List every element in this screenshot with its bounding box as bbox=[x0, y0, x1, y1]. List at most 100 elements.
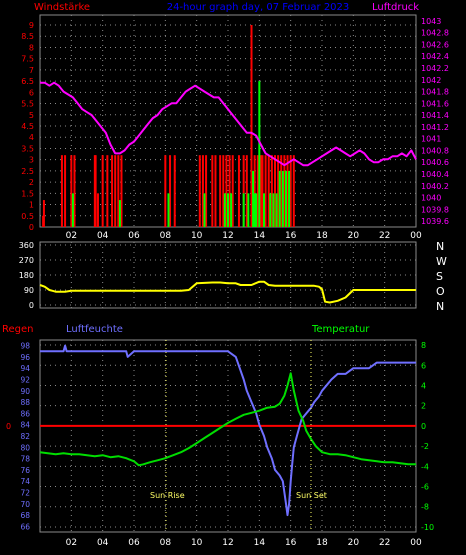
gust-bar bbox=[203, 193, 206, 227]
pressure-tick-label: 1041 bbox=[421, 135, 441, 144]
x-tick-label: 00 bbox=[410, 538, 422, 548]
pressure-tick-label: 1043 bbox=[421, 17, 441, 26]
gust-bar bbox=[227, 193, 229, 227]
wind-bar bbox=[164, 155, 167, 227]
pressure-tick-label: 1042.4 bbox=[421, 52, 449, 61]
wind-bar bbox=[222, 155, 225, 227]
wind-bar bbox=[173, 155, 176, 227]
wind-bar bbox=[256, 155, 259, 227]
pressure-tick-label: 1041.4 bbox=[421, 111, 449, 120]
wind-bar bbox=[245, 155, 248, 227]
temperature-tick-label: -10 bbox=[421, 523, 434, 532]
x-tick-label: 12 bbox=[222, 538, 233, 548]
wind-bar bbox=[270, 155, 273, 227]
wind-bar bbox=[205, 155, 208, 227]
wind-direction-grid bbox=[40, 242, 417, 308]
wind-tick-label: 4 bbox=[29, 133, 34, 142]
wind-tick-label: 7.5 bbox=[21, 55, 34, 64]
humidity-tick-label: 86 bbox=[20, 409, 30, 418]
direction-tick-label: 0 bbox=[29, 301, 34, 310]
temperature-tick-label: 0 bbox=[421, 422, 426, 431]
gust-bar bbox=[272, 193, 275, 227]
x-tick-label: 20 bbox=[348, 231, 360, 241]
wind-bar bbox=[250, 25, 253, 227]
wind-bar bbox=[267, 155, 270, 227]
wind-bar bbox=[231, 155, 234, 227]
pressure-axis-ticks: 1043 1042.8 1042.6 1042.4 1042.2 1042 1041.8 10… bbox=[421, 17, 449, 226]
pressure-series bbox=[40, 81, 417, 167]
wind-tick-label: 5 bbox=[29, 111, 34, 120]
wind-pressure-panel: 9 8.5 8 7.5 7 6.5 6 5.5 5 4.5 4 3.5 3 2.5 2 1.5 1 0.5 0 10… bbox=[21, 14, 449, 241]
wind-tick-label: 9 bbox=[29, 21, 34, 30]
wind-bar bbox=[277, 155, 280, 227]
humidity-tick-label: 70 bbox=[20, 500, 30, 509]
wind-tick-label: 2.5 bbox=[21, 167, 34, 176]
temperature-tick-label: 6 bbox=[421, 361, 426, 370]
pressure-tick-label: 1040.4 bbox=[421, 170, 449, 179]
pressure-tick-label: 1040 bbox=[421, 194, 441, 203]
x-tick-label: 22 bbox=[379, 538, 390, 548]
x-tick-label: 08 bbox=[160, 538, 172, 548]
x-tick-label: 16 bbox=[285, 231, 297, 241]
wind-bar bbox=[261, 155, 264, 227]
compass-label: S bbox=[436, 270, 443, 283]
gust-bar bbox=[281, 170, 284, 227]
gust-bar bbox=[230, 193, 233, 227]
x-tick-label: 02 bbox=[66, 231, 77, 241]
pressure-tick-label: 1040.2 bbox=[421, 182, 449, 191]
wind-bar bbox=[94, 155, 97, 227]
x-tick-label: 14 bbox=[254, 231, 266, 241]
pressure-axis-title: Luftdruck bbox=[372, 2, 419, 13]
temperature-tick-label: 8 bbox=[421, 341, 426, 350]
wind-tick-label: 8 bbox=[29, 43, 34, 52]
wind-bar bbox=[70, 155, 73, 227]
x-tick-label: 22 bbox=[379, 231, 390, 241]
gust-bar bbox=[275, 193, 278, 227]
wind-bar bbox=[292, 155, 295, 227]
wind-bar bbox=[259, 155, 262, 227]
gust-bar bbox=[242, 193, 245, 227]
wind-direction-line bbox=[39, 280, 416, 304]
x-tick-label: 04 bbox=[97, 231, 109, 241]
compass-label: W bbox=[436, 255, 447, 268]
wind-tick-label: 6 bbox=[29, 88, 34, 97]
sunrise-label: Sun Rise bbox=[150, 491, 185, 500]
temperature-axis-ticks: 8 6 4 2 0 -2 -4 -6 -8 -10 bbox=[421, 341, 434, 532]
humidity-tick-label: 98 bbox=[20, 342, 30, 351]
x-tick-label: 02 bbox=[66, 538, 77, 548]
pressure-tick-label: 1040.8 bbox=[421, 146, 449, 155]
x-tick-label: 10 bbox=[191, 231, 203, 241]
wind-bar bbox=[114, 155, 117, 227]
humidity-tick-label: 84 bbox=[20, 421, 30, 430]
wind-bar bbox=[214, 155, 217, 227]
gust-bar bbox=[223, 193, 226, 227]
wind-bar bbox=[96, 193, 99, 227]
wind-bar bbox=[111, 155, 114, 227]
gust-bar bbox=[247, 193, 250, 227]
pressure-tick-label: 1042.6 bbox=[421, 40, 449, 49]
wind-bar bbox=[117, 155, 120, 227]
pressure-tick-label: 1042.2 bbox=[421, 64, 449, 73]
humidity-tick-label: 96 bbox=[20, 353, 30, 362]
x-tick-label: 14 bbox=[254, 538, 266, 548]
wind-bar bbox=[106, 155, 109, 227]
humidity-tick-label: 82 bbox=[20, 432, 30, 441]
wind-tick-label: 3.5 bbox=[21, 144, 34, 153]
temperature-tick-label: -6 bbox=[421, 483, 429, 492]
wind-tick-label: 8.5 bbox=[21, 32, 34, 41]
x-tick-label: 16 bbox=[285, 538, 297, 548]
gust-bar bbox=[269, 193, 272, 227]
humidity-temperature-x-ticks: 02 04 06 08 10 12 14 16 18 20 22 00 bbox=[66, 538, 422, 548]
humidity-temperature-grid bbox=[40, 340, 417, 532]
wind-bar bbox=[60, 155, 63, 227]
wind-bar bbox=[280, 155, 283, 227]
wind-bar bbox=[120, 155, 123, 227]
humidity-tick-label: 72 bbox=[20, 488, 30, 497]
wind-bar bbox=[253, 155, 256, 227]
x-tick-label: 06 bbox=[128, 538, 140, 548]
wind-bar bbox=[64, 155, 67, 227]
direction-tick-label: 360 bbox=[19, 241, 34, 250]
wind-tick-label: 2 bbox=[29, 178, 34, 187]
gust-bar bbox=[288, 170, 291, 227]
